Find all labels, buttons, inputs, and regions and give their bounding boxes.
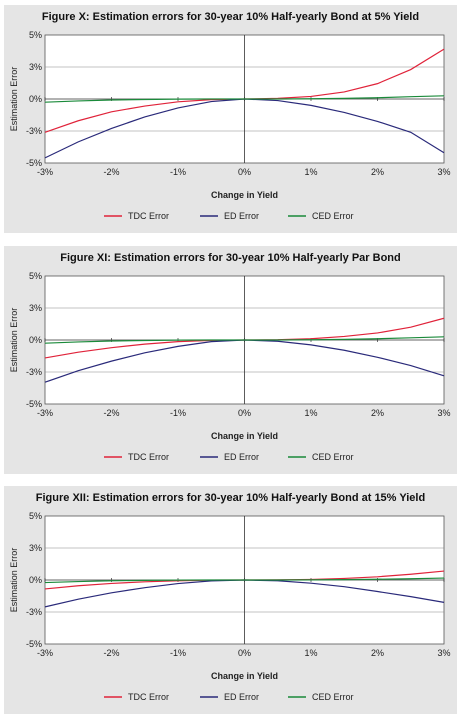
y-tick-label: 3% <box>29 303 42 313</box>
y-tick-label: 3% <box>29 543 42 553</box>
chart-title: Figure X: Estimation errors for 30-year … <box>42 11 419 23</box>
series-line-ced-error <box>44 336 445 344</box>
y-tick-label: 5% <box>29 271 42 281</box>
x-tick-label: -2% <box>103 167 119 177</box>
legend-label: CED Error <box>312 692 354 702</box>
legend-label: ED Error <box>224 692 259 702</box>
x-tick-label: 2% <box>371 167 384 177</box>
y-axis-label: Estimation Error <box>9 548 19 613</box>
x-axis-label: Change in Yield <box>211 190 278 200</box>
y-tick-label: 5% <box>29 30 42 40</box>
legend-label: ED Error <box>224 211 259 221</box>
y-tick-label: -5% <box>26 639 42 649</box>
chart-svg-1: Figure X: Estimation errors for 30-year … <box>9 11 451 221</box>
x-tick-label: -2% <box>103 648 119 658</box>
chart-svg-3: Figure XII: Estimation errors for 30-yea… <box>9 492 451 702</box>
x-tick-label: 0% <box>238 648 251 658</box>
legend-label: CED Error <box>312 452 354 462</box>
y-tick-label: -5% <box>26 158 42 168</box>
y-tick-label: 0% <box>29 335 42 345</box>
y-tick-label: -5% <box>26 399 42 409</box>
y-tick-label: -3% <box>26 607 42 617</box>
series-line-ced-error <box>44 95 445 103</box>
y-tick-label: -3% <box>26 126 42 136</box>
x-tick-label: 3% <box>437 408 450 418</box>
x-tick-label: -3% <box>37 167 53 177</box>
y-tick-label: -3% <box>26 367 42 377</box>
x-tick-label: 1% <box>304 648 317 658</box>
chart-title: Figure XI: Estimation errors for 30-year… <box>60 252 401 264</box>
legend-label: TDC Error <box>128 692 169 702</box>
x-tick-label: 3% <box>437 648 450 658</box>
x-tick-label: 0% <box>238 167 251 177</box>
x-tick-label: 3% <box>437 167 450 177</box>
x-tick-label: -1% <box>170 167 186 177</box>
x-tick-label: 1% <box>304 167 317 177</box>
y-axis-label: Estimation Error <box>9 308 19 373</box>
x-tick-label: -1% <box>170 408 186 418</box>
x-tick-label: -3% <box>37 408 53 418</box>
x-tick-label: -3% <box>37 648 53 658</box>
legend-label: TDC Error <box>128 211 169 221</box>
x-tick-label: 2% <box>371 408 384 418</box>
y-tick-label: 3% <box>29 62 42 72</box>
legend-label: TDC Error <box>128 452 169 462</box>
chart-panel-3: Figure XII: Estimation errors for 30-yea… <box>4 486 457 714</box>
x-axis-label: Change in Yield <box>211 671 278 681</box>
x-tick-label: 2% <box>371 648 384 658</box>
x-tick-label: -2% <box>103 408 119 418</box>
chart-panel-2: Figure XI: Estimation errors for 30-year… <box>4 246 457 474</box>
x-tick-label: 1% <box>304 408 317 418</box>
y-tick-label: 5% <box>29 511 42 521</box>
chart-title: Figure XII: Estimation errors for 30-yea… <box>36 492 425 504</box>
chart-panel-1: Figure X: Estimation errors for 30-year … <box>4 5 457 233</box>
legend-label: ED Error <box>224 452 259 462</box>
y-tick-label: 0% <box>29 575 42 585</box>
y-axis-label: Estimation Error <box>9 67 19 132</box>
x-tick-label: 0% <box>238 408 251 418</box>
y-tick-label: 0% <box>29 94 42 104</box>
series-line-ced-error <box>44 577 445 584</box>
legend-label: CED Error <box>312 211 354 221</box>
x-tick-label: -1% <box>170 648 186 658</box>
x-axis-label: Change in Yield <box>211 431 278 441</box>
chart-svg-2: Figure XI: Estimation errors for 30-year… <box>9 252 451 462</box>
